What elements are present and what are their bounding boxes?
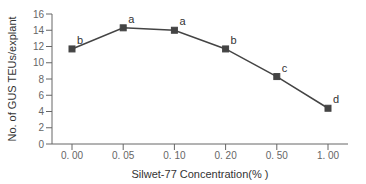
svg-text:0. 20: 0. 20	[214, 150, 237, 161]
svg-text:a: a	[179, 15, 186, 27]
svg-text:a: a	[128, 13, 135, 25]
svg-text:12: 12	[33, 41, 45, 52]
svg-text:2: 2	[38, 122, 44, 133]
svg-text:0. 00: 0. 00	[61, 150, 84, 161]
svg-text:c: c	[282, 62, 288, 74]
svg-text:No. of GUS TEUs/explant: No. of GUS TEUs/explant	[8, 16, 18, 141]
svg-text:0. 10: 0. 10	[163, 150, 186, 161]
svg-text:1. 00: 1. 00	[317, 150, 340, 161]
svg-text:4: 4	[38, 106, 44, 117]
svg-text:b: b	[231, 34, 237, 46]
svg-text:14: 14	[33, 25, 45, 36]
svg-text:0: 0	[38, 139, 44, 150]
svg-text:Silwet-77 Concentration(% ): Silwet-77 Concentration(% )	[132, 168, 269, 180]
svg-text:6: 6	[38, 90, 44, 101]
svg-text:d: d	[333, 93, 339, 105]
svg-text:10: 10	[33, 57, 45, 68]
svg-text:0. 05: 0. 05	[112, 150, 135, 161]
svg-text:0. 50: 0. 50	[266, 150, 289, 161]
svg-text:16: 16	[33, 9, 45, 20]
svg-text:8: 8	[38, 74, 44, 85]
svg-text:b: b	[77, 34, 83, 46]
